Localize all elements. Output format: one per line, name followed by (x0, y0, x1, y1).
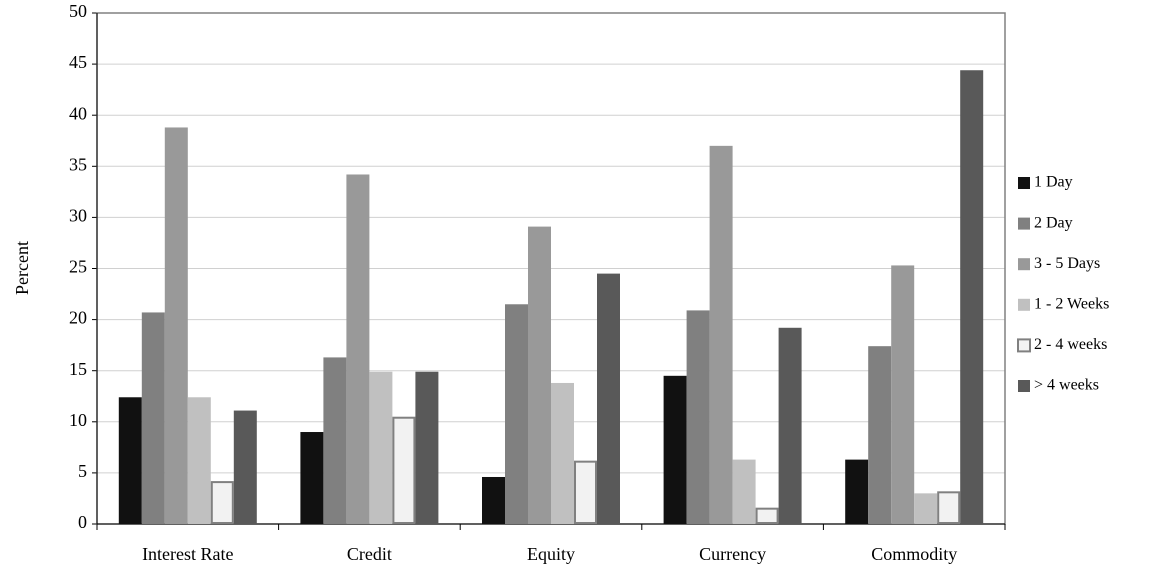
bar (187, 397, 211, 524)
x-tick-label: Currency (699, 544, 766, 564)
bar (914, 493, 938, 524)
legend-swatch (1018, 298, 1030, 311)
y-tick-label: 10 (69, 410, 87, 430)
bar (663, 375, 687, 524)
bar (392, 416, 416, 525)
y-tick-label: 40 (69, 103, 87, 123)
bar (597, 273, 620, 524)
bar (300, 432, 324, 524)
bar (551, 382, 574, 524)
bar (960, 70, 984, 525)
y-tick-label: 0 (78, 512, 87, 532)
bar (118, 397, 142, 524)
bar (937, 491, 961, 524)
bar (778, 327, 802, 524)
y-tick-label: 5 (78, 461, 87, 481)
bar (505, 304, 528, 524)
legend-label: 2 - 4 weeks (1034, 336, 1107, 353)
y-tick-label: 30 (69, 206, 87, 226)
x-tick-label: Commodity (871, 544, 957, 564)
legend-label: 2 Day (1034, 214, 1073, 231)
legend-label: > 4 weeks (1034, 377, 1099, 394)
x-tick-label: Equity (527, 544, 575, 564)
legend-swatch (1017, 338, 1031, 353)
x-tick-label: Interest Rate (142, 544, 233, 564)
y-axis-label: Percent (12, 241, 32, 295)
bar (141, 312, 165, 524)
bar (369, 371, 393, 524)
y-tick-label: 15 (69, 359, 87, 379)
legend-label: 1 Day (1034, 174, 1073, 191)
bar (686, 310, 710, 524)
bar (755, 507, 779, 525)
bar (346, 174, 370, 524)
bar (164, 127, 188, 525)
bar (323, 357, 347, 524)
y-tick-label: 35 (69, 154, 87, 174)
bar (845, 459, 869, 524)
legend: 1 Day 2 Day 3 - 5 Days 1 - 2 Weeks 2 - 4 wee… (1017, 174, 1109, 394)
legend-swatch (1018, 217, 1030, 230)
bar (528, 226, 551, 524)
legend-label: 3 - 5 Days (1034, 255, 1100, 272)
y-tick-label: 50 (69, 1, 87, 21)
bar (415, 371, 439, 524)
legend-swatch (1018, 258, 1030, 271)
bar (868, 346, 892, 524)
bar (482, 476, 505, 524)
y-tick-label: 20 (69, 308, 87, 328)
legend-swatch (1018, 177, 1030, 189)
y-tick-label: 25 (69, 257, 87, 277)
bar (891, 265, 915, 524)
bar (210, 481, 234, 524)
legend-label: 1 - 2 Weeks (1034, 295, 1109, 312)
y-tick-label: 45 (69, 52, 87, 72)
x-tick-label: Credit (347, 544, 392, 564)
bar (709, 145, 733, 525)
bar (732, 459, 756, 524)
bar (233, 410, 257, 524)
bar (574, 460, 597, 524)
legend-swatch (1018, 380, 1030, 392)
